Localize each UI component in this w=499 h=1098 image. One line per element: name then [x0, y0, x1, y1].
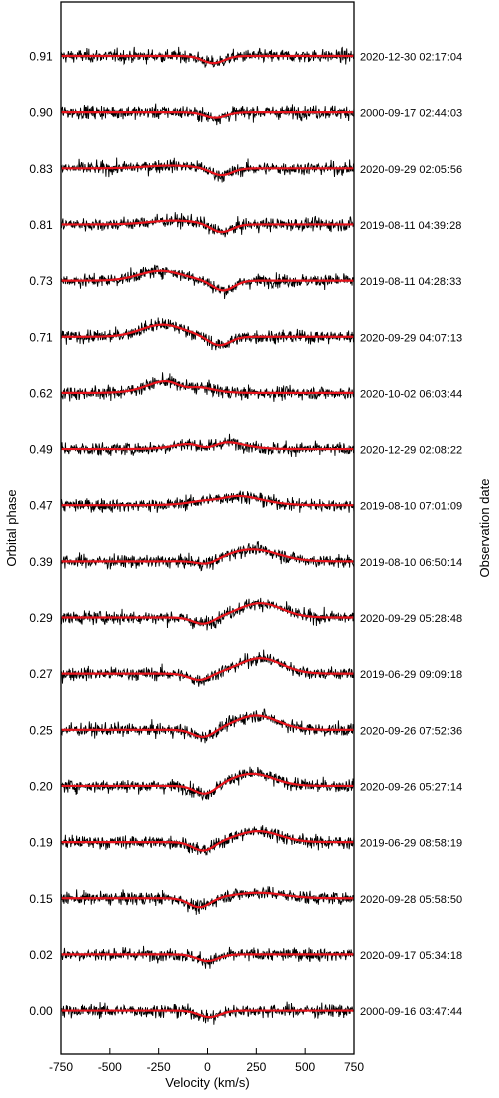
observed-spectrum [60, 1001, 355, 1025]
date-label: 2000-09-17 02:44:03 [360, 108, 462, 120]
phase-label: 0.83 [29, 162, 53, 176]
model-fit-line [61, 657, 354, 682]
phase-label: 0.71 [29, 330, 53, 344]
model-fit-line [61, 164, 354, 177]
phase-label: 0.62 [29, 386, 53, 400]
phase-label: 0.81 [29, 218, 53, 232]
model-fit-line [61, 548, 354, 565]
date-label: 2020-12-29 02:08:22 [360, 445, 462, 457]
phase-label: 0.90 [29, 106, 53, 120]
phase-label: 0.73 [29, 274, 53, 288]
date-label: 2020-10-02 06:03:44 [360, 388, 462, 400]
model-fit-line [61, 111, 354, 119]
x-tick-label: -750 [49, 1060, 73, 1074]
observed-spectrum [60, 103, 355, 126]
ticks-layer: -750 -500 -250 0 250 500 750 [49, 1048, 364, 1074]
date-label: 2019-06-29 09:09:18 [360, 669, 462, 681]
model-fit-line [61, 379, 354, 394]
date-label: 2019-08-10 07:01:09 [360, 501, 462, 513]
date-label: 2020-09-29 02:05:56 [360, 164, 462, 176]
phase-label: 0.19 [29, 836, 53, 850]
date-label: 2020-12-30 02:17:04 [360, 52, 462, 64]
observed-spectrum [60, 157, 355, 183]
y-axis-label-right: Observation date [477, 478, 492, 577]
phase-label: 0.91 [29, 50, 53, 64]
date-label: 2020-09-28 05:58:50 [360, 894, 462, 906]
observed-spectrum [60, 886, 355, 915]
date-label: 2019-08-11 04:28:33 [360, 276, 461, 288]
x-tick-label: 0 [204, 1060, 211, 1074]
observed-spectrum [60, 540, 355, 572]
model-fit-line [61, 441, 354, 451]
model-fit-line [61, 829, 354, 852]
date-label: 2000-09-16 03:47:44 [360, 1006, 462, 1018]
observed-spectrum [60, 649, 355, 687]
date-label: 2020-09-29 04:07:13 [360, 332, 462, 344]
model-fit-line [61, 1009, 354, 1019]
model-fit-line [61, 891, 355, 909]
phase-label: 0.02 [29, 948, 53, 962]
phase-label: 0.29 [29, 611, 53, 625]
date-label: 2020-09-29 05:28:48 [360, 613, 462, 625]
x-tick-label: -250 [147, 1060, 171, 1074]
model-fit-line [61, 494, 354, 507]
model-fit-line [61, 219, 354, 234]
model-fit-line [61, 714, 354, 738]
phase-label: 0.39 [29, 555, 53, 569]
model-fit-line [61, 323, 354, 347]
phase-label: 0.20 [29, 779, 53, 793]
spectra-layer [60, 46, 355, 1025]
phase-label: 0.15 [29, 892, 53, 906]
observed-spectrum [60, 372, 355, 402]
x-tick-label: 500 [295, 1060, 315, 1074]
phase-label: 0.25 [29, 723, 53, 737]
model-fit-line [61, 772, 354, 795]
model-fit-line [61, 269, 354, 292]
observed-spectrum [60, 597, 355, 631]
model-fit-line [61, 54, 354, 65]
phase-label: 0.49 [29, 443, 53, 457]
date-label: 2020-09-26 05:27:14 [360, 781, 462, 793]
y-axis-label-left: Orbital phase [4, 489, 19, 566]
x-axis-label: Velocity (km/s) [165, 1075, 250, 1090]
date-label: 2020-09-26 07:52:36 [360, 725, 462, 737]
observed-spectrum [60, 46, 355, 68]
x-tick-label: 750 [344, 1060, 364, 1074]
phase-label: 0.27 [29, 667, 53, 681]
date-label: 2019-06-29 08:58:19 [360, 838, 462, 850]
x-tick-label: 250 [246, 1060, 266, 1074]
observed-spectrum [60, 708, 355, 744]
x-tick-label: -500 [98, 1060, 122, 1074]
observed-spectrum [60, 490, 355, 513]
phase-label: 0.47 [29, 499, 53, 513]
observed-spectrum [60, 317, 355, 351]
date-label: 2019-08-11 04:39:28 [360, 220, 461, 232]
observed-spectrum [60, 264, 355, 299]
observed-spectrum [60, 433, 355, 457]
phase-label: 0.00 [29, 1004, 53, 1018]
date-label: 2019-08-10 06:50:14 [360, 557, 462, 569]
date-label: 2020-09-17 05:34:18 [360, 950, 462, 962]
model-fit-line [61, 602, 354, 625]
labels-layer: 0.91 2020-12-30 02:17:04 0.90 2000-09-17 02… [29, 50, 462, 1019]
model-fit-line [61, 953, 354, 963]
observed-spectrum [60, 766, 355, 802]
observed-spectrum [60, 945, 355, 969]
